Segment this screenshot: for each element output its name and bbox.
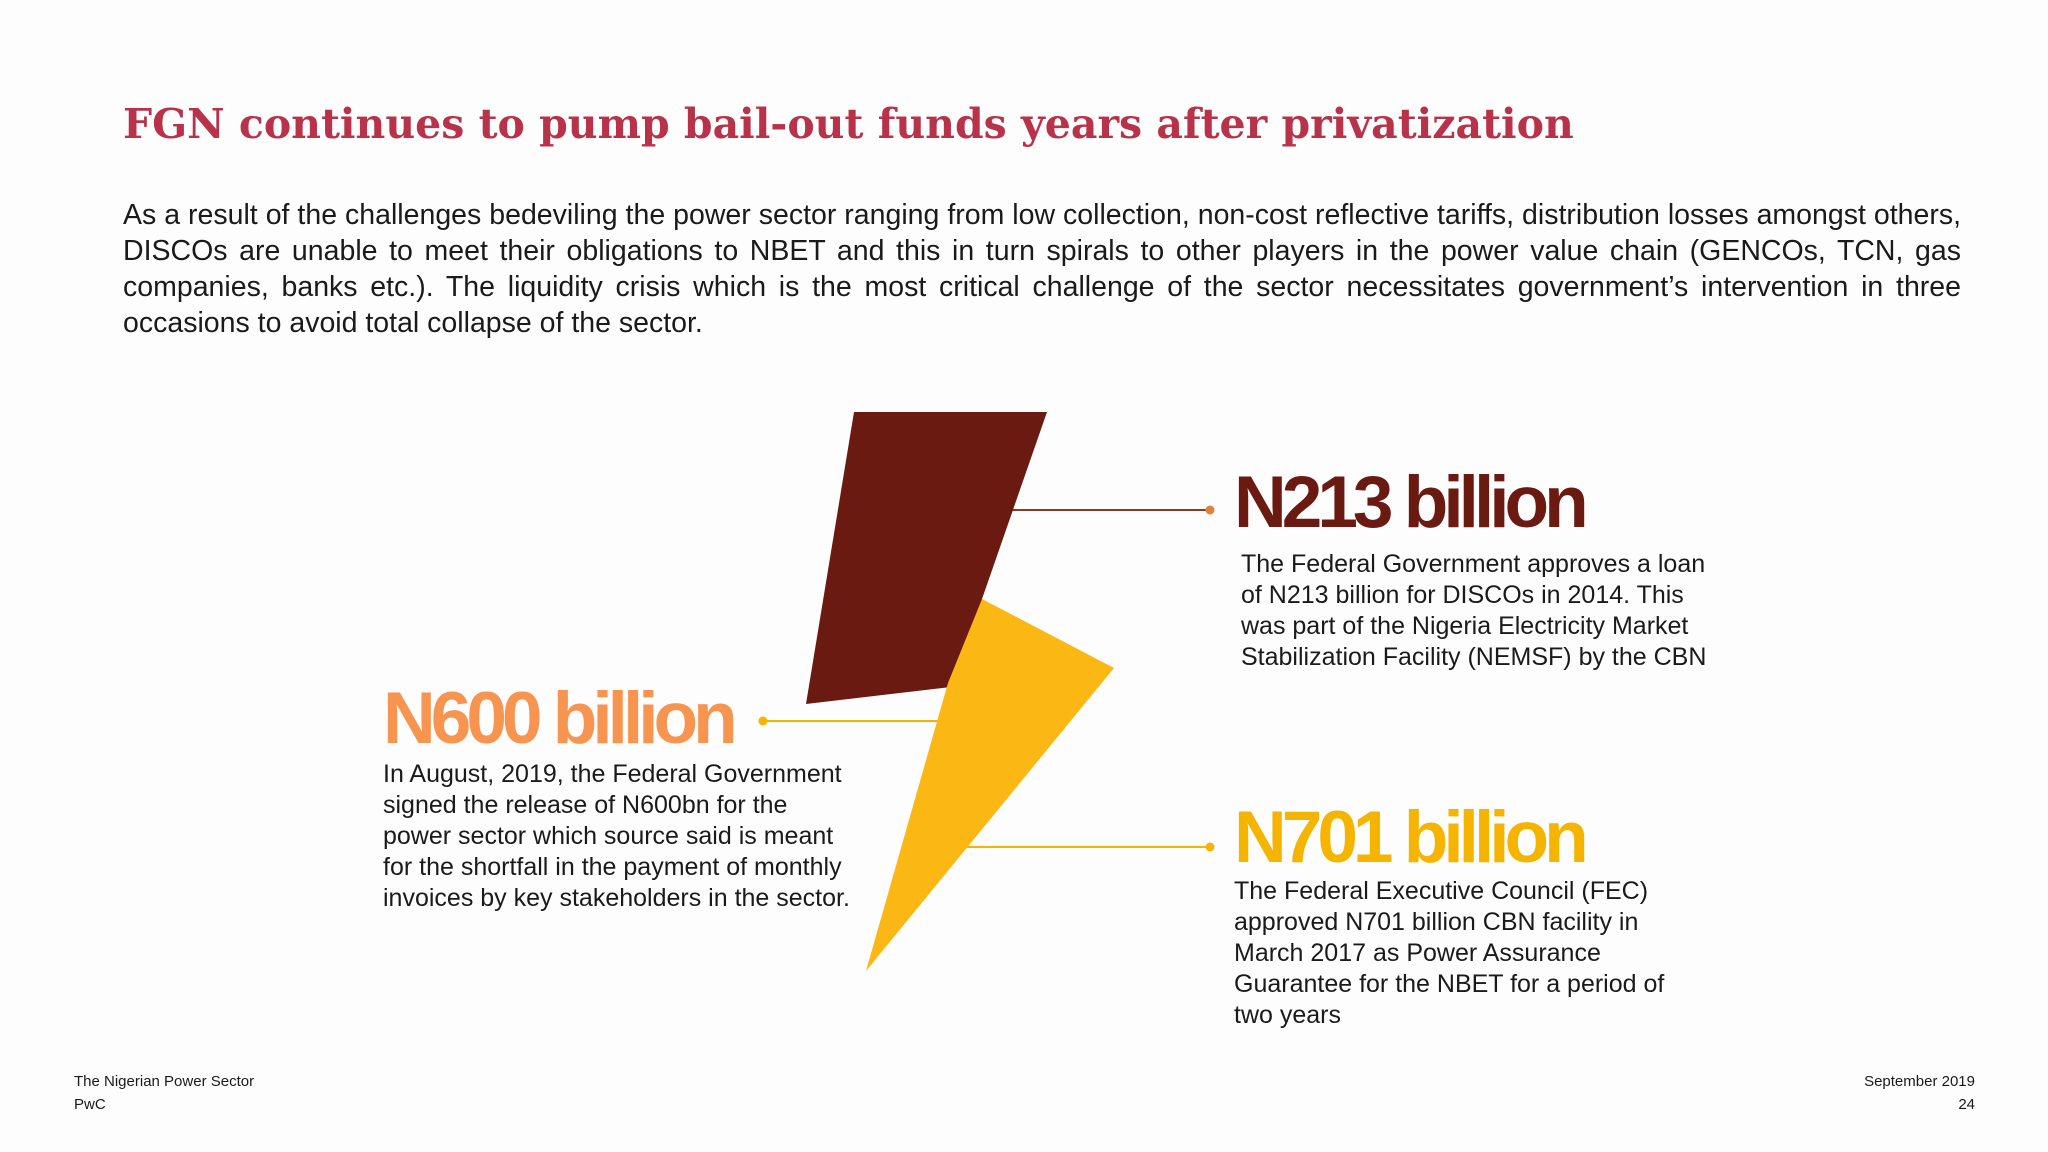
slide-title: FGN continues to pump bail-out funds yea… <box>123 100 1574 148</box>
description-n213: The Federal Government approves a loan o… <box>1241 550 1707 671</box>
footer-date: September 2019 <box>1864 1073 1975 1090</box>
footer-company: PwC <box>74 1096 106 1113</box>
footer-publication: The Nigerian Power Sector <box>74 1073 255 1090</box>
footer-left: The Nigerian Power Sector PwC <box>74 1070 254 1116</box>
intro-paragraph: As a result of the challenges bedeviling… <box>123 199 1961 339</box>
amount-n701: N701 billion <box>1234 797 1589 878</box>
connector-dot-701 <box>1205 842 1215 852</box>
description-n701: The Federal Executive Council (FEC) appr… <box>1234 877 1665 1029</box>
amount-n600: N600 billion <box>383 678 738 759</box>
footer-right: September 2019 24 <box>1864 1070 1975 1116</box>
connector-dot-600 <box>758 716 768 726</box>
connector-dot-213 <box>1205 505 1215 515</box>
bolt-upper-shape <box>806 412 1047 704</box>
description-n600: In August, 2019, the Federal Government … <box>383 760 850 912</box>
amount-n213: N213 billion <box>1234 462 1589 543</box>
bolt-lower-shape <box>866 599 1114 971</box>
page-number: 24 <box>1958 1096 1975 1113</box>
